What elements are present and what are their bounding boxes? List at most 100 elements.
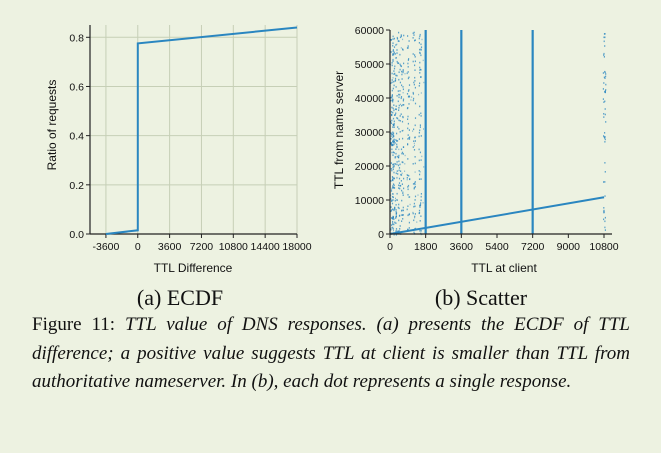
scatter-point: [399, 163, 401, 166]
scatter-point: [401, 84, 403, 87]
scatter-point: [419, 124, 421, 126]
scatter-point: [603, 218, 605, 221]
scatter-point: [392, 111, 394, 114]
scatter-point: [394, 163, 396, 165]
scatter-point: [398, 40, 400, 42]
scatter-point: [397, 126, 399, 128]
scatter-point: [604, 162, 606, 164]
scatter-point: [392, 100, 394, 103]
scatter-point: [398, 207, 400, 210]
scatter-point: [398, 93, 400, 96]
scatter-point: [402, 98, 405, 101]
scatter-point: [413, 186, 415, 189]
scatter-chart: 0 1800 3600 5400 7200 9000 10800 0 10000 20000 300…: [332, 25, 619, 310]
scatter-point: [395, 228, 398, 230]
scatter-point: [603, 181, 605, 183]
scatter-point: [414, 227, 417, 230]
scatter-point: [399, 214, 401, 217]
ecdf-axes: [89, 25, 297, 235]
scatter-point: [414, 199, 416, 201]
scatter-point: [402, 49, 404, 51]
scatter-point: [406, 177, 408, 179]
scatter-point: [392, 49, 394, 51]
scatter-point: [414, 80, 416, 82]
scatter-point: [402, 99, 404, 102]
scatter-point: [393, 122, 395, 125]
scatter-point: [393, 141, 395, 144]
scatter-point: [399, 93, 401, 96]
scatter-point: [398, 167, 401, 169]
scatter-point: [604, 100, 606, 103]
scatter-point: [392, 163, 395, 166]
scatter-point: [418, 178, 421, 180]
scatter-point: [396, 140, 398, 142]
scatter-point: [396, 117, 398, 119]
scatter-point: [407, 228, 409, 231]
scatter-point: [391, 81, 393, 84]
scatter-point: [603, 101, 605, 103]
scatter-point: [420, 178, 422, 180]
scatter-point: [402, 86, 404, 88]
scatter-point: [604, 45, 606, 47]
scatter-point: [401, 210, 403, 212]
scatter-point: [399, 63, 401, 66]
scatter-point: [400, 35, 402, 38]
scatter-point: [408, 40, 410, 42]
scatter-point: [397, 100, 399, 103]
scatter-point: [407, 134, 409, 136]
scatter-point: [418, 212, 421, 214]
scatter-point: [403, 187, 405, 190]
scatter-point: [399, 187, 401, 190]
scatter-point: [391, 224, 393, 226]
scatter-point: [402, 153, 404, 155]
scatter-point: [401, 189, 403, 192]
scatter-point: [603, 52, 605, 55]
scatter-point: [420, 215, 422, 217]
scatter-point: [419, 173, 421, 176]
scatter-point: [395, 74, 397, 77]
scatter-point: [394, 199, 396, 202]
scatter-point: [604, 220, 606, 223]
scatter-point: [604, 171, 606, 173]
scatter-point: [605, 75, 607, 78]
scatter-point: [391, 217, 393, 219]
scatter-point: [394, 108, 397, 110]
scatter-point: [408, 84, 411, 86]
scatter-point: [390, 142, 392, 144]
scatter-point: [404, 154, 406, 157]
scatter-point: [392, 44, 394, 47]
scatter-point: [402, 218, 404, 220]
scatter-point: [393, 152, 395, 154]
scatter-ticks: 0 1800 3600 5400 7200 9000 10800 0 10000 20000 300…: [355, 25, 619, 253]
scatter-point: [402, 214, 404, 216]
scatter-point: [392, 117, 395, 120]
scatter-point: [419, 68, 422, 71]
scatter-point: [603, 56, 605, 58]
scatter-x-tick-label: 10800: [589, 241, 618, 253]
scatter-point: [392, 140, 394, 143]
scatter-point: [401, 120, 404, 123]
scatter-point: [399, 36, 402, 39]
scatter-point: [604, 136, 606, 138]
scatter-point: [604, 77, 606, 79]
scatter-point: [392, 131, 394, 134]
scatter-point: [407, 188, 409, 191]
scatter-point: [395, 212, 397, 215]
scatter-point: [392, 185, 394, 187]
scatter-point: [408, 174, 410, 177]
scatter-point: [406, 107, 409, 110]
ecdf-y-tick-label: 0.6: [69, 81, 84, 93]
scatter-point: [408, 196, 410, 198]
scatter-point: [392, 183, 395, 185]
scatter-point: [393, 143, 395, 146]
ecdf-y-tick-label: 0.8: [69, 32, 84, 44]
scatter-point: [414, 102, 417, 105]
scatter-point: [402, 92, 404, 94]
scatter-point: [396, 170, 398, 172]
scatter-point: [420, 46, 423, 48]
scatter-point: [398, 230, 400, 232]
scatter-point: [604, 36, 606, 39]
scatter-point: [393, 51, 395, 54]
scatter-point: [604, 216, 606, 219]
scatter-x-axis-label: TTL at client: [471, 261, 537, 275]
